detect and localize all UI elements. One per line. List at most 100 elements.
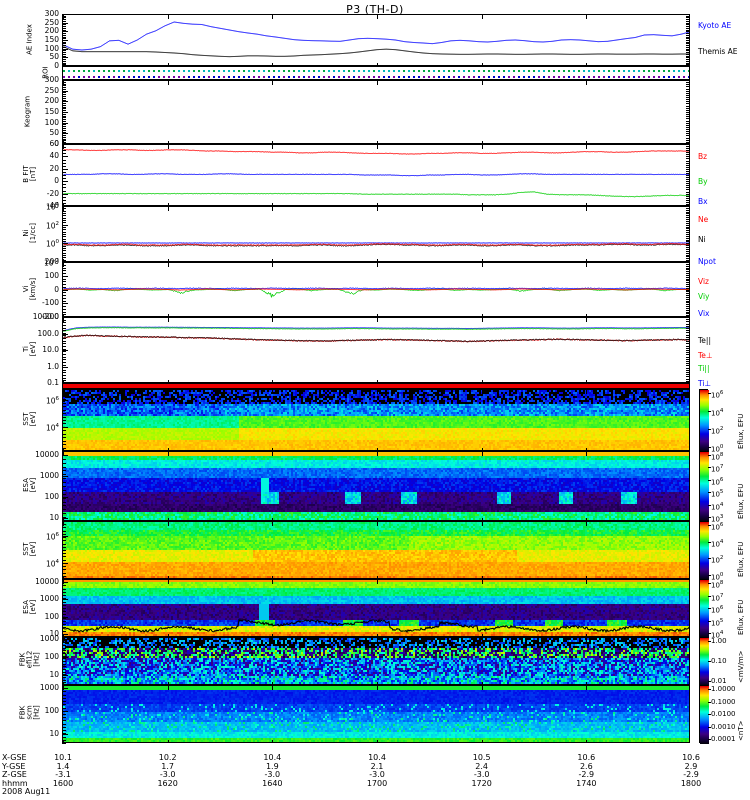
minor-tick	[62, 126, 66, 128]
minor-tick	[686, 217, 690, 219]
minor-tick	[686, 296, 690, 298]
minor-tick	[686, 66, 690, 67]
minor-tick	[62, 255, 66, 256]
minor-tick	[686, 336, 690, 338]
xaxis-value-0-2: 10.4	[263, 753, 282, 762]
minor-tick	[62, 243, 66, 245]
ytick-bfit-3: 0	[54, 176, 59, 186]
xaxis-value-0-3: 10.4	[368, 753, 386, 762]
minor-tick	[62, 458, 66, 460]
minor-tick	[62, 489, 66, 491]
tickmark	[708, 641, 711, 642]
minor-tick	[686, 239, 690, 241]
colorbar-tick-2-1: 104	[711, 538, 724, 548]
minor-tick	[686, 343, 690, 345]
xaxis-value-3-5: 1740	[576, 778, 597, 788]
ytick-ni-0: 104	[45, 202, 59, 212]
xtick	[481, 141, 483, 143]
minor-tick	[62, 730, 66, 732]
minor-tick	[686, 43, 690, 45]
colorbar-tick-0-2: 102	[711, 426, 724, 436]
minor-tick	[62, 241, 66, 242]
minor-tick	[686, 31, 690, 33]
minor-tick	[686, 92, 690, 94]
minor-tick	[686, 112, 690, 113]
ytick-bfit-1: 40	[49, 151, 59, 161]
xtick	[63, 448, 64, 450]
minor-tick	[62, 572, 66, 574]
tickmark	[708, 525, 711, 526]
minor-tick	[62, 103, 66, 105]
colorbar-tick-3-3: 105	[711, 617, 724, 627]
xtick	[377, 390, 378, 394]
minor-tick	[686, 57, 690, 59]
minor-tick	[62, 20, 66, 22]
minor-tick	[686, 378, 690, 380]
minor-tick	[686, 282, 690, 284]
tickmark	[62, 616, 68, 618]
minor-tick	[686, 358, 690, 360]
minor-tick	[686, 376, 690, 378]
minor-tick	[62, 413, 66, 415]
minor-tick	[62, 222, 66, 224]
minor-tick	[62, 617, 66, 619]
minor-tick	[686, 267, 690, 269]
xtick	[377, 518, 378, 520]
minor-tick	[686, 369, 690, 371]
minor-tick	[686, 114, 690, 116]
xtick	[377, 576, 378, 578]
minor-tick	[62, 550, 66, 551]
minor-tick	[62, 454, 66, 456]
minor-tick	[62, 264, 66, 266]
xtick	[481, 686, 483, 690]
minor-tick	[686, 86, 690, 88]
xtick	[167, 682, 169, 684]
ytick-vi-0: 200	[44, 257, 59, 266]
minor-tick	[62, 55, 66, 57]
minor-tick	[62, 106, 66, 108]
minor-tick	[686, 195, 690, 197]
minor-tick	[686, 129, 690, 131]
minor-tick	[62, 322, 66, 324]
minor-tick	[62, 402, 66, 404]
xaxis-row-label-hhmm: hhmm	[2, 778, 28, 788]
minor-tick	[62, 202, 66, 204]
tickmark	[708, 479, 711, 481]
xtick	[272, 141, 274, 143]
minor-tick	[62, 135, 66, 137]
minor-tick	[686, 118, 690, 120]
minor-tick	[686, 203, 690, 205]
ytick-keogram-5: 50	[49, 128, 59, 138]
minor-tick	[62, 553, 66, 555]
minor-tick	[62, 64, 66, 66]
minor-tick	[62, 52, 66, 54]
xtick	[272, 448, 274, 450]
minor-tick	[686, 319, 690, 321]
minor-tick	[62, 284, 66, 285]
colorbar-title-4: <mV/m>	[737, 650, 745, 683]
minor-tick	[62, 178, 66, 180]
xtick	[167, 576, 169, 578]
minor-tick	[62, 546, 66, 548]
xtick	[586, 141, 588, 143]
colorbar-tick-3-0: 108	[711, 580, 724, 590]
minor-tick	[62, 380, 66, 382]
minor-tick	[686, 15, 690, 17]
legend-ti: Ti⊥	[698, 379, 711, 388]
minor-tick	[686, 241, 690, 243]
minor-tick	[62, 474, 66, 476]
xtick	[586, 580, 588, 584]
minor-tick	[62, 513, 66, 515]
ytick-vi-3: -100	[41, 298, 59, 308]
minor-tick	[686, 183, 690, 185]
ytick-keogram-6: 0	[54, 139, 59, 148]
minor-tick	[62, 122, 66, 124]
tickmark	[708, 714, 711, 715]
minor-tick	[62, 227, 66, 228]
minor-tick	[62, 723, 66, 725]
ytick-esa_i-2: 100	[44, 611, 59, 621]
minor-tick	[62, 210, 66, 212]
xtick	[167, 634, 169, 636]
minor-tick	[62, 99, 66, 101]
minor-tick	[686, 179, 690, 181]
